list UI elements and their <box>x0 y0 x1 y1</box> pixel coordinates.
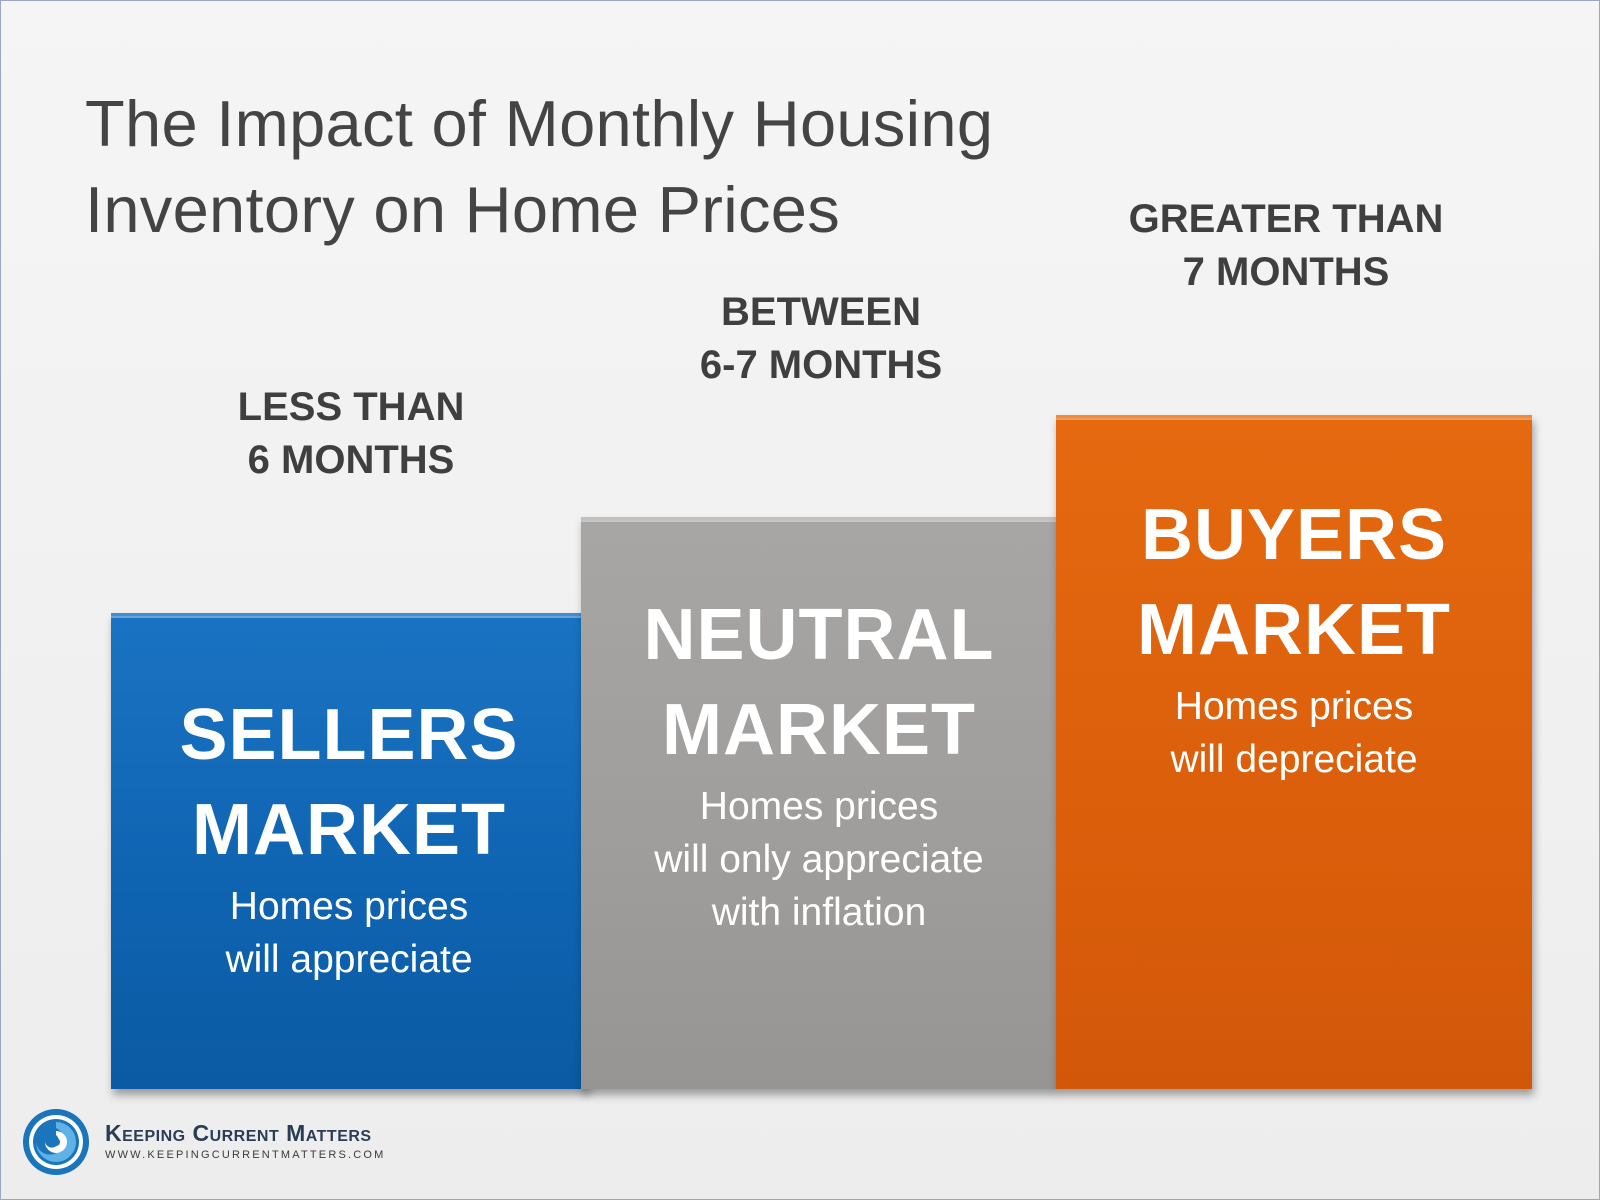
description-line: will only appreciate <box>654 838 984 881</box>
range-label-line: GREATER THAN <box>1128 197 1444 241</box>
swirl-logo-icon <box>23 1109 89 1175</box>
market-name-line: BUYERS <box>1140 495 1448 575</box>
range-label-sellers: LESS THAN 6 MONTHS <box>111 381 591 487</box>
description-line: Homes prices <box>699 785 939 828</box>
bar-buyers-market: BUYERS MARKET Homes prices will deprecia… <box>1056 415 1532 1089</box>
title-line-1: The Impact of Monthly Housing <box>85 87 994 160</box>
description-line: Homes prices <box>1174 685 1414 728</box>
market-name-buyers: BUYERS MARKET <box>1056 488 1532 678</box>
page-title: The Impact of Monthly Housing Inventory … <box>85 81 1105 253</box>
brand-url: WWW.KEEPINGCURRENTMATTERS.COM <box>105 1149 386 1161</box>
description-line: Homes prices <box>229 885 469 928</box>
description-line: will depreciate <box>1170 738 1418 781</box>
brand: Keeping Current Matters WWW.KEEPINGCURRE… <box>105 1119 386 1163</box>
brand-name: Keeping Current Matters <box>105 1120 372 1146</box>
market-name-line: MARKET <box>192 790 506 870</box>
description-buyers: Homes prices will depreciate <box>1056 680 1532 786</box>
description-neutral: Homes prices will only appreciate with i… <box>581 780 1057 939</box>
description-line: with inflation <box>711 891 927 934</box>
market-name-line: MARKET <box>1137 590 1451 670</box>
market-name-sellers: SELLERS MARKET <box>111 688 587 878</box>
range-label-neutral: BETWEEN 6-7 MONTHS <box>581 286 1061 392</box>
title-line-2: Inventory on Home Prices <box>85 173 841 246</box>
description-sellers: Homes prices will appreciate <box>111 880 587 986</box>
bar-sellers-market: SELLERS MARKET Homes prices will appreci… <box>111 613 587 1089</box>
range-label-line: 7 MONTHS <box>1182 250 1390 294</box>
range-label-buyers: GREATER THAN 7 MONTHS <box>1046 193 1526 299</box>
range-label-line: 6-7 MONTHS <box>699 343 943 387</box>
range-label-line: LESS THAN <box>237 385 465 429</box>
market-name-line: NEUTRAL <box>643 595 995 675</box>
market-name-line: SELLERS <box>179 695 519 775</box>
range-label-line: 6 MONTHS <box>247 438 455 482</box>
range-label-line: BETWEEN <box>721 290 921 334</box>
description-line: will appreciate <box>225 938 473 981</box>
bar-neutral-market: NEUTRAL MARKET Homes prices will only ap… <box>581 517 1057 1089</box>
market-name-neutral: NEUTRAL MARKET <box>581 588 1057 778</box>
market-name-line: MARKET <box>662 690 976 770</box>
